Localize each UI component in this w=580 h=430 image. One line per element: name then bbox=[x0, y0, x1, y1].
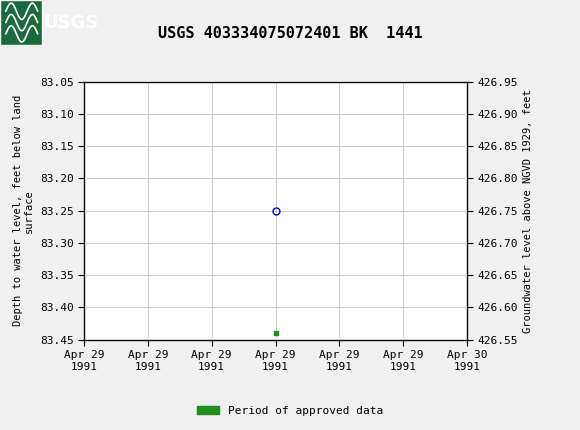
Y-axis label: Groundwater level above NGVD 1929, feet: Groundwater level above NGVD 1929, feet bbox=[523, 89, 534, 332]
Text: USGS 403334075072401 BK  1441: USGS 403334075072401 BK 1441 bbox=[158, 26, 422, 41]
Y-axis label: Depth to water level, feet below land
surface: Depth to water level, feet below land su… bbox=[13, 95, 34, 326]
Bar bbox=[0, 0, 42, 45]
Text: USGS: USGS bbox=[44, 14, 99, 31]
Legend: Period of approved data: Period of approved data bbox=[193, 401, 387, 420]
